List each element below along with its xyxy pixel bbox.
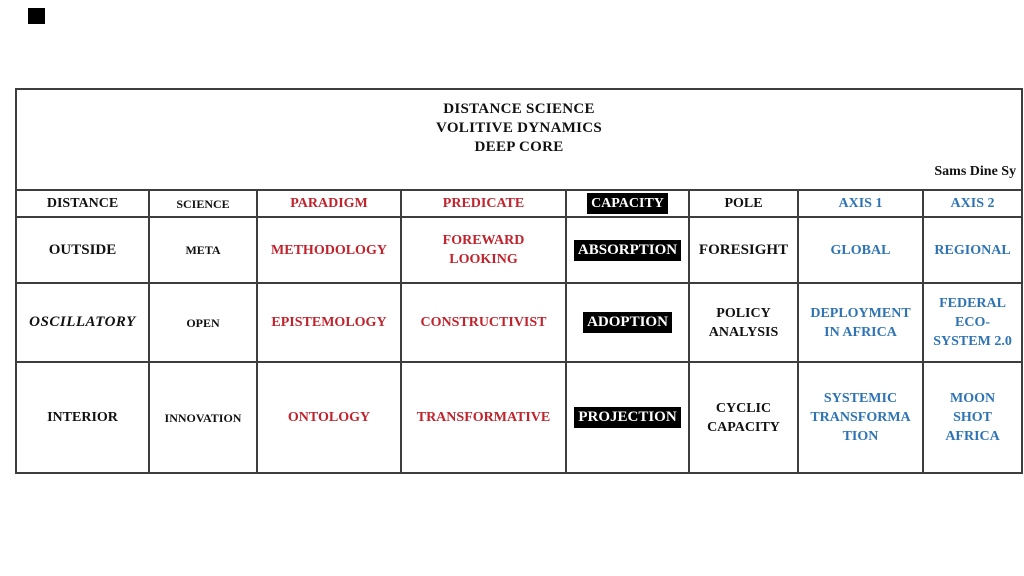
cell-r3-systemic-transforma-tion: SYSTEMIC TRANSFORMA TION xyxy=(797,361,924,474)
cell-r3-ontology: ONTOLOGY xyxy=(256,361,402,474)
cell-r1-foresight: FORESIGHT xyxy=(688,216,799,284)
cell-r1-foreward-looking: FOREWARD LOOKING xyxy=(400,216,567,284)
column-header-axis-2: AXIS 2 xyxy=(921,189,1024,218)
cell-label: CONSTRUCTIVIST xyxy=(420,315,547,330)
cell-r1-regional: REGIONAL xyxy=(921,216,1024,284)
cell-r2-oscillatory: OSCILLATORY xyxy=(15,282,150,363)
cell-label: GLOBAL xyxy=(830,242,891,258)
column-header-label: PREDICATE xyxy=(442,196,525,211)
column-header-predicate: PREDICATE xyxy=(400,189,567,218)
title-row: DISTANCE SCIENCE VOLITIVE DYNAMICS DEEP … xyxy=(14,88,1024,191)
column-header-paradigm: PARADIGM xyxy=(256,189,402,218)
column-header-label: CAPACITY xyxy=(587,193,668,214)
cell-label: FORESIGHT xyxy=(698,241,789,258)
cell-label: SYSTEMIC TRANSFORMA TION xyxy=(810,391,911,444)
top-left-black-marker xyxy=(28,8,45,24)
cell-r3-moon-shot-africa: MOON SHOT AFRICA xyxy=(921,361,1024,474)
title-line-2: VOLITIVE DYNAMICS xyxy=(436,119,603,136)
cell-r2-deployment-in-africa: DEPLOYMENT IN AFRICA xyxy=(797,282,924,363)
cell-label: DEPLOYMENT IN AFRICA xyxy=(810,305,911,340)
cell-r2-epistemology: EPISTEMOLOGY xyxy=(256,282,402,363)
cell-r1-meta: META xyxy=(148,216,258,284)
title-line-1: DISTANCE SCIENCE xyxy=(443,100,595,117)
table-row-2: OSCILLATORY OPEN EPISTEMOLOGY CONSTRUCTIVIS… xyxy=(15,282,1024,363)
cell-r1-methodology: METHODOLOGY xyxy=(256,216,402,284)
cell-label: INTERIOR xyxy=(47,410,118,425)
column-header-row: DISTANCE SCIENCE PARADIGM PREDICATE CAPACITY… xyxy=(15,189,1024,218)
matrix-table: DISTANCE SCIENCE VOLITIVE DYNAMICS DEEP … xyxy=(14,88,1024,474)
cell-label: TRANSFORMATIVE xyxy=(416,410,551,425)
cell-r1-outside: OUTSIDE xyxy=(15,216,150,284)
cell-label: FEDERAL ECO- SYSTEM 2.0 xyxy=(933,296,1012,349)
cell-r3-interior: INTERIOR xyxy=(15,361,150,474)
cell-label: FOREWARD LOOKING xyxy=(442,233,525,267)
cell-r3-cyclic-capacity: CYCLIC CAPACITY xyxy=(688,361,799,474)
cell-r1-absorption: ABSORPTION xyxy=(565,216,690,284)
title-cell: DISTANCE SCIENCE VOLITIVE DYNAMICS DEEP … xyxy=(14,88,1024,191)
cell-label: ADOPTION xyxy=(583,312,672,333)
column-header-label: AXIS 2 xyxy=(950,196,995,211)
column-header-label: PARADIGM xyxy=(290,196,368,211)
cell-r3-projection: PROJECTION xyxy=(565,361,690,474)
cell-r1-global: GLOBAL xyxy=(797,216,924,284)
column-header-label: POLE xyxy=(724,196,763,211)
cell-label: OSCILLATORY xyxy=(29,314,136,330)
column-header-distance: DISTANCE xyxy=(15,189,150,218)
cell-r2-adoption: ADOPTION xyxy=(565,282,690,363)
cell-label: REGIONAL xyxy=(934,242,1011,258)
column-header-label: AXIS 1 xyxy=(838,196,883,211)
cell-r2-policy-analysis: POLICY ANALYSIS xyxy=(688,282,799,363)
cell-label: INNOVATION xyxy=(164,410,242,425)
cell-label: META xyxy=(185,243,221,257)
cell-label: METHODOLOGY xyxy=(271,242,387,258)
cell-label: ABSORPTION xyxy=(573,239,682,261)
cell-r3-transformative: TRANSFORMATIVE xyxy=(400,361,567,474)
column-header-label: DISTANCE xyxy=(46,196,119,211)
cell-r2-open: OPEN xyxy=(148,282,258,363)
cell-label: EPISTEMOLOGY xyxy=(271,315,387,330)
cell-label: PROJECTION xyxy=(574,407,681,428)
column-header-capacity: CAPACITY xyxy=(565,189,690,218)
column-header-pole: POLE xyxy=(688,189,799,218)
cell-label: MOON SHOT AFRICA xyxy=(945,391,1000,444)
cell-label: OPEN xyxy=(186,315,220,330)
column-header-science: SCIENCE xyxy=(148,189,258,218)
cell-r2-federal-eco-system-2-0: FEDERAL ECO- SYSTEM 2.0 xyxy=(921,282,1024,363)
cell-r2-constructivist: CONSTRUCTIVIST xyxy=(400,282,567,363)
cell-label: OUTSIDE xyxy=(48,241,117,258)
table-row-1: OUTSIDE META METHODOLOGY FOREWARD LOOKING ABS… xyxy=(15,216,1024,284)
author-credit: Sams Dine Sy xyxy=(934,163,1017,179)
table-row-3: INTERIOR INNOVATION ONTOLOGY TRANSFORMATIVE… xyxy=(15,361,1024,474)
cell-label: POLICY ANALYSIS xyxy=(708,305,779,340)
column-header-axis-1: AXIS 1 xyxy=(797,189,924,218)
title-line-3: DEEP CORE xyxy=(474,138,564,155)
column-header-label: SCIENCE xyxy=(176,196,230,211)
cell-label: CYCLIC CAPACITY xyxy=(707,400,780,435)
cell-label: ONTOLOGY xyxy=(287,410,371,425)
cell-r3-innovation: INNOVATION xyxy=(148,361,258,474)
